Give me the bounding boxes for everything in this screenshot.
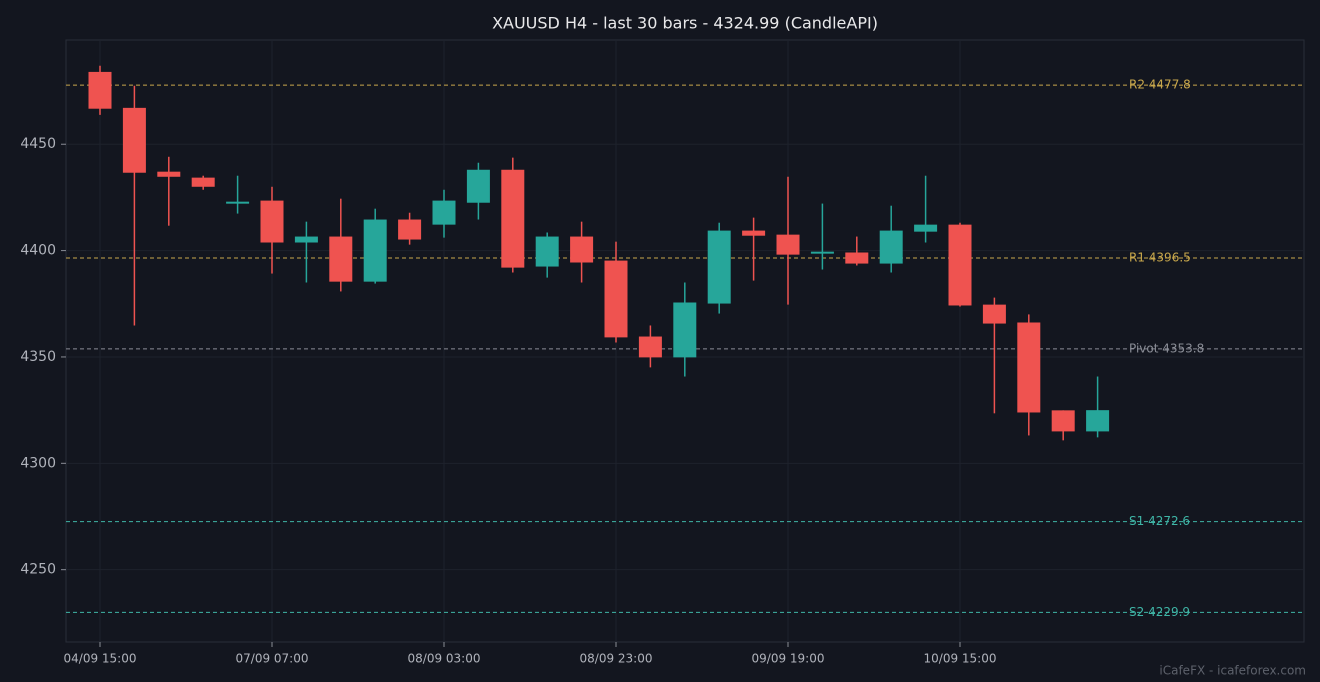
candle-body xyxy=(88,71,112,109)
x-tick-label: 04/09 15:00 xyxy=(64,652,137,666)
level-label: Pivot 4353.8 xyxy=(1129,341,1204,355)
candle-body xyxy=(122,107,146,173)
candle-body xyxy=(294,236,318,243)
candle-body xyxy=(673,302,697,358)
candle-body xyxy=(191,177,215,187)
candle-body xyxy=(329,236,353,282)
candle-body xyxy=(226,201,250,204)
candle-body xyxy=(570,236,594,263)
candle-body xyxy=(157,171,181,177)
candle-body xyxy=(398,219,422,240)
candle-body xyxy=(742,230,766,236)
chart-title: XAUUSD H4 - last 30 bars - 4324.99 (Cand… xyxy=(492,14,878,33)
candle-body xyxy=(604,260,628,338)
candle-body xyxy=(432,200,456,225)
candle-body xyxy=(914,224,938,232)
candle-body xyxy=(501,169,525,268)
x-tick-label: 07/09 07:00 xyxy=(236,652,309,666)
candle-body xyxy=(982,304,1006,324)
candle-body xyxy=(260,200,284,243)
candle-body xyxy=(363,219,387,282)
y-tick-label: 4350 xyxy=(20,349,56,365)
level-label: S2 4229.9 xyxy=(1129,605,1190,619)
y-tick-label: 4250 xyxy=(20,562,56,578)
level-label: R2 4477.8 xyxy=(1129,78,1191,92)
level-label: R1 4396.5 xyxy=(1129,251,1191,265)
candle-body xyxy=(535,236,559,267)
candle-body xyxy=(1017,322,1041,413)
level-label: S1 4272.6 xyxy=(1129,514,1190,528)
x-tick-label: 08/09 03:00 xyxy=(408,652,481,666)
footer: iCafeFX - icafeforex.com xyxy=(1159,664,1306,678)
candle-body xyxy=(638,336,662,358)
candle-body xyxy=(466,169,490,203)
candle-body xyxy=(948,224,972,306)
candle-body xyxy=(845,252,869,264)
y-tick-label: 4450 xyxy=(20,136,56,152)
candle-body xyxy=(879,230,903,264)
x-tick-label: 08/09 23:00 xyxy=(580,652,653,666)
x-tick-label: 09/09 19:00 xyxy=(752,652,825,666)
candle-body xyxy=(810,251,834,254)
y-tick-label: 4300 xyxy=(20,455,56,471)
candle-body xyxy=(776,234,800,255)
candle-body xyxy=(1051,410,1075,432)
x-tick-label: 10/09 15:00 xyxy=(924,652,997,666)
candle-body xyxy=(707,230,731,304)
candle-body xyxy=(1086,410,1110,432)
y-tick-label: 4400 xyxy=(20,243,56,259)
